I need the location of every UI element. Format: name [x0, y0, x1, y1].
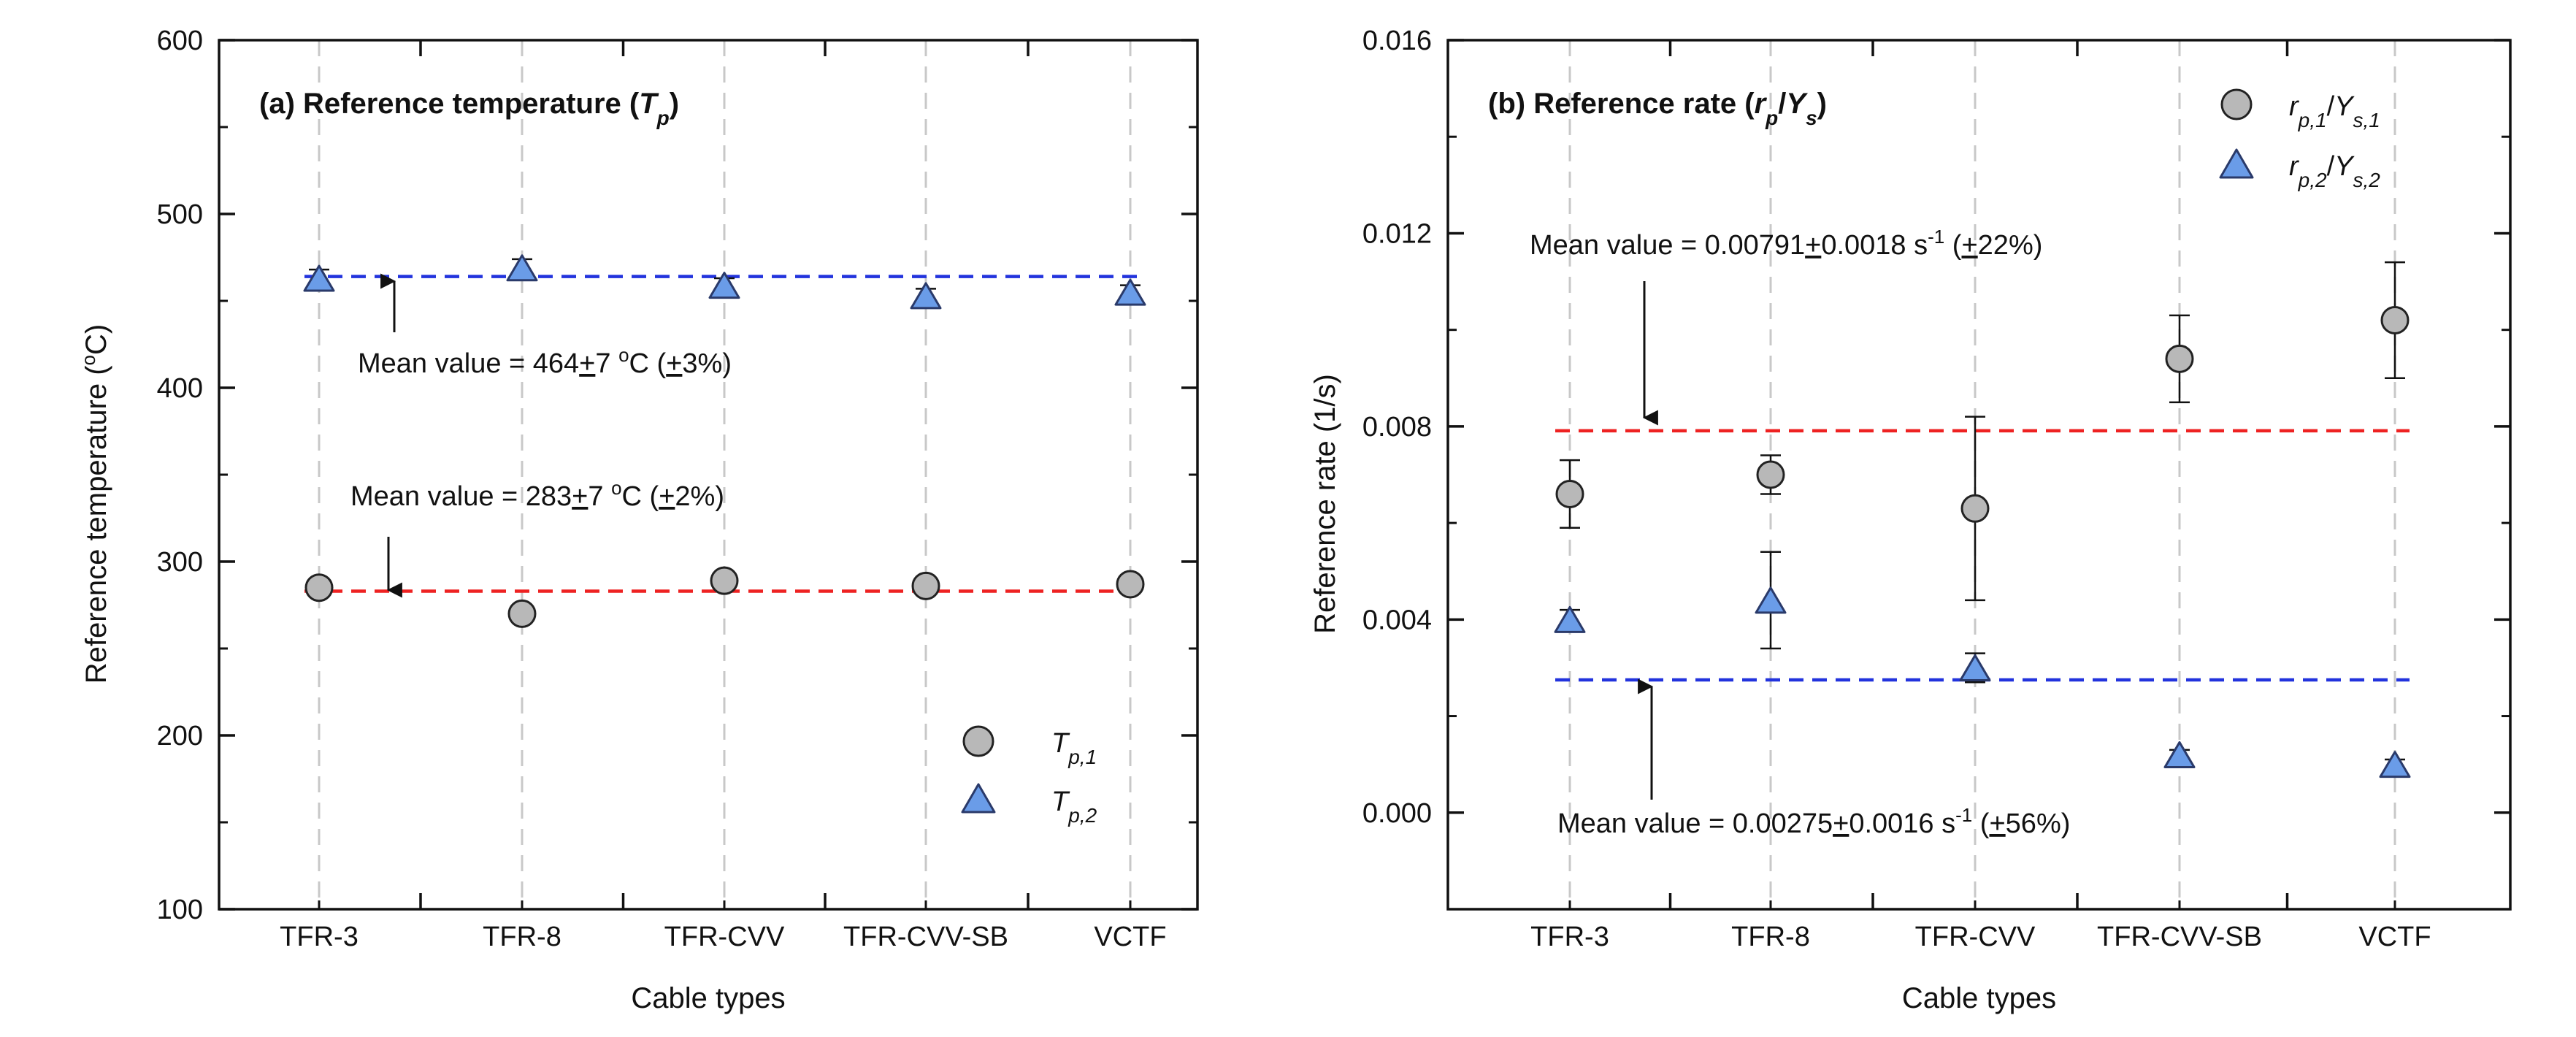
data-point-triangle: [2379, 751, 2411, 778]
y-tick-label: 400: [157, 373, 203, 404]
data-point-circle: [710, 566, 739, 595]
x-tick-label: TFR-3: [280, 922, 359, 952]
data-point-triangle: [303, 264, 335, 292]
y-tick-label: 100: [157, 895, 203, 925]
legend-label-tp2: Tp,2: [1051, 787, 1097, 827]
legend-marker-triangle: [961, 783, 996, 814]
data-point-triangle: [708, 272, 740, 299]
y-axis-title: Reference temperature (oC): [77, 324, 112, 684]
data-point-triangle: [910, 282, 942, 310]
legend-marker-circle: [962, 725, 994, 757]
data-point-triangle: [1755, 586, 1787, 614]
panel-title: (b) Reference rate (rp/Ys): [1488, 88, 1827, 129]
x-tick-label: VCTF: [2358, 922, 2431, 952]
data-point-triangle: [506, 254, 538, 282]
y-tick-label: 300: [157, 547, 203, 578]
x-axis-title: Cable types: [631, 982, 785, 1014]
y-tick-label: 0.012: [1362, 218, 1432, 249]
data-point-circle: [1756, 460, 1785, 489]
x-tick-label: VCTF: [1094, 922, 1166, 952]
data-point-circle: [304, 573, 334, 602]
mean-annotation-lower: Mean value = 283+7 oC (+2%): [350, 477, 724, 512]
panel-title: (a) Reference temperature (Tp): [259, 88, 679, 129]
y-axis-title: Reference rate (1/s): [1309, 374, 1341, 634]
legend-label-tp1: Tp,1: [1051, 728, 1097, 768]
data-point-triangle: [1114, 278, 1146, 306]
data-point-triangle: [2163, 741, 2196, 768]
x-tick-label: TFR-3: [1530, 922, 1609, 952]
x-axis-title: Cable types: [1902, 982, 2056, 1014]
legend-marker-triangle: [2219, 148, 2254, 179]
x-tick-label: TFR-CVV-SB: [843, 922, 1008, 952]
y-tick-label: 200: [157, 721, 203, 751]
data-point-circle: [2165, 344, 2194, 373]
mean-annotation-upper: Mean value = 464+7 oC (+3%): [358, 344, 732, 379]
data-point-circle: [1960, 494, 1990, 523]
panel-a-reference-temperature: 100 200 300 400 500 600 TFR-3 TFR-8 TFR-CVV TFR-C…: [77, 26, 1199, 1014]
data-point-circle: [2380, 305, 2410, 334]
data-point-triangle: [1959, 654, 1991, 681]
data-point-circle: [911, 571, 940, 600]
y-tick-label: 0.000: [1362, 798, 1432, 829]
mean-annotation-lower: Mean value = 0.00275+0.0016 s-1 (+56%): [1557, 804, 2070, 839]
y-tick-label: 600: [157, 26, 203, 56]
legend-label-rp2: rp,2/Ys,2: [2289, 151, 2380, 191]
data-point-circle: [1116, 570, 1145, 599]
x-tick-label: TFR-CVV: [1915, 922, 2036, 952]
x-tick-label: TFR-CVV-SB: [2097, 922, 2262, 952]
y-tick-label: 0.016: [1362, 26, 1432, 56]
data-point-triangle: [1554, 605, 1586, 633]
x-tick-label: TFR-CVV: [664, 922, 785, 952]
data-point-circle: [507, 599, 537, 628]
x-tick-label: TFR-8: [1731, 922, 1810, 952]
plot-frame: [218, 39, 1199, 911]
plot-frame: [1446, 39, 2512, 911]
y-tick-label: 0.004: [1362, 605, 1432, 635]
y-tick-label: 500: [157, 199, 203, 230]
mean-annotation-upper: Mean value = 0.00791+0.0018 s-1 (+22%): [1530, 226, 2042, 261]
panel-b-reference-rate: 0.000 0.004 0.008 0.012 0.016 TFR-3 TFR-8 TFR-C…: [1309, 26, 2512, 1014]
y-tick-label: 0.008: [1362, 412, 1432, 443]
x-tick-label: TFR-8: [483, 922, 561, 952]
legend-marker-circle: [2220, 88, 2253, 120]
legend-label-rp1: rp,1/Ys,1: [2289, 91, 2380, 131]
data-point-circle: [1555, 479, 1584, 508]
